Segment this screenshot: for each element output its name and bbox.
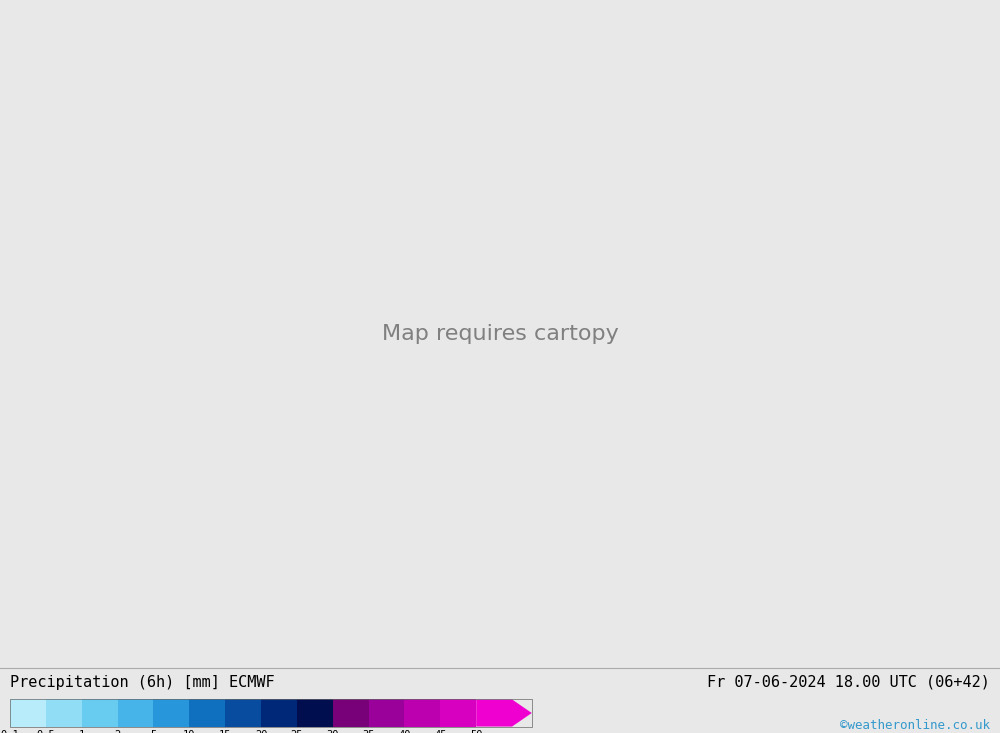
Bar	[189, 699, 225, 726]
Bar	[10, 699, 46, 726]
Bar	[440, 699, 476, 726]
Bar	[404, 699, 440, 726]
Text: 40: 40	[398, 730, 411, 733]
Text: Map requires cartopy: Map requires cartopy	[382, 324, 618, 345]
Text: 35: 35	[362, 730, 375, 733]
Text: 20: 20	[255, 730, 267, 733]
Text: 5: 5	[150, 730, 157, 733]
Bar	[10, 699, 532, 726]
Text: ©weatheronline.co.uk: ©weatheronline.co.uk	[840, 719, 990, 732]
Bar	[333, 699, 369, 726]
Text: Fr 07-06-2024 18.00 UTC (06+42): Fr 07-06-2024 18.00 UTC (06+42)	[707, 675, 990, 690]
Text: Precipitation (6h) [mm] ECMWF: Precipitation (6h) [mm] ECMWF	[10, 675, 275, 690]
Bar	[225, 699, 261, 726]
Bar	[153, 699, 189, 726]
Bar	[297, 699, 333, 726]
Text: 1: 1	[79, 730, 85, 733]
Bar	[82, 699, 118, 726]
Text: 30: 30	[327, 730, 339, 733]
Bar	[118, 699, 153, 726]
Bar	[261, 699, 297, 726]
Text: 10: 10	[183, 730, 196, 733]
Text: 45: 45	[434, 730, 447, 733]
Text: 2: 2	[114, 730, 121, 733]
Text: 0.5: 0.5	[36, 730, 55, 733]
Polygon shape	[476, 699, 532, 726]
Bar	[369, 699, 404, 726]
Text: 50: 50	[470, 730, 482, 733]
Bar	[46, 699, 82, 726]
Text: 25: 25	[291, 730, 303, 733]
Text: 15: 15	[219, 730, 231, 733]
Text: 0.1: 0.1	[1, 730, 19, 733]
